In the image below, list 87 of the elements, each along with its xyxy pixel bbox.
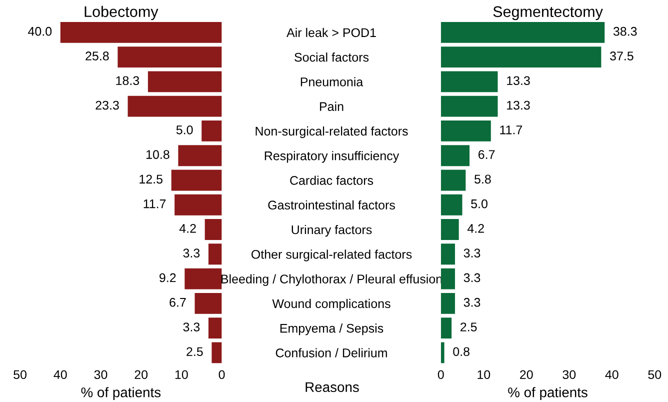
bar bbox=[208, 318, 222, 339]
y-tick-label: Wound complications bbox=[272, 298, 390, 311]
y-tick-label: Respiratory insufficiency bbox=[264, 151, 400, 163]
y-tick-label: Air leak > POD1 bbox=[286, 28, 376, 38]
bar bbox=[440, 292, 455, 314]
y-tick-label: Urinary factors bbox=[292, 224, 372, 237]
x-tick-label: 50 bbox=[648, 370, 662, 380]
data-label: 13.3 bbox=[507, 100, 530, 110]
x-tick-label: 20 bbox=[520, 370, 533, 380]
bar bbox=[204, 219, 222, 240]
y-tick-label: Non-surgical-related factors bbox=[256, 126, 408, 138]
x-tick-label: 0 bbox=[218, 370, 225, 380]
bar bbox=[440, 318, 452, 339]
y-tick-label: Bleeding / Chylothorax / Pleural effusion bbox=[221, 274, 442, 286]
data-label: 0.8 bbox=[453, 347, 470, 356]
y-tick-label: Empyema / Sepsis bbox=[280, 324, 384, 336]
data-label: 11.7 bbox=[500, 126, 522, 134]
bar bbox=[148, 71, 222, 92]
bar bbox=[440, 342, 444, 364]
x-axis-title: % of patients bbox=[508, 387, 588, 400]
data-label: 6.7 bbox=[478, 150, 495, 159]
bar bbox=[178, 145, 222, 166]
x-tick-label: 30 bbox=[94, 370, 108, 380]
bar bbox=[440, 46, 602, 68]
y-tick-label: Pain bbox=[320, 102, 344, 111]
bar bbox=[118, 46, 222, 68]
data-label: 37.5 bbox=[610, 52, 634, 60]
data-label: 11.7 bbox=[144, 200, 166, 208]
x-axis-title: % of patients bbox=[81, 387, 161, 400]
y-tick-label: Pneumonia bbox=[300, 77, 364, 86]
bar bbox=[440, 96, 498, 117]
x-tick-label: 50 bbox=[14, 370, 27, 380]
data-label: 5.0 bbox=[471, 199, 488, 208]
data-label: 25.8 bbox=[86, 52, 109, 60]
bar bbox=[212, 342, 222, 364]
bar bbox=[174, 194, 222, 216]
data-label: 18.3 bbox=[116, 76, 140, 86]
data-label: 40.0 bbox=[28, 26, 52, 36]
data-label: 13.3 bbox=[507, 76, 530, 86]
bar bbox=[128, 96, 222, 117]
data-label: 6.7 bbox=[170, 298, 186, 307]
x-tick-label: 20 bbox=[134, 370, 148, 380]
chart-title: Segmentectomy bbox=[493, 6, 603, 20]
data-label: 23.3 bbox=[96, 100, 119, 110]
bar bbox=[202, 120, 222, 142]
bar bbox=[440, 268, 455, 290]
data-label: 2.5 bbox=[460, 322, 477, 332]
y-tick-label: Social factors bbox=[294, 52, 369, 62]
data-label: 3.3 bbox=[464, 248, 480, 258]
data-label: 3.3 bbox=[183, 322, 200, 332]
bar bbox=[184, 268, 222, 290]
data-label: 3.3 bbox=[183, 248, 200, 258]
bar bbox=[440, 71, 498, 92]
data-label: 10.8 bbox=[146, 150, 170, 159]
bar bbox=[440, 145, 470, 166]
bar bbox=[208, 244, 222, 265]
data-label: 5.8 bbox=[474, 174, 491, 184]
data-label: 12.5 bbox=[140, 174, 162, 184]
data-label: 3.3 bbox=[464, 273, 480, 282]
x-tick-label: 0 bbox=[438, 370, 444, 380]
bar bbox=[440, 170, 466, 191]
y-tick-label: Other surgical-related factors bbox=[252, 250, 412, 262]
data-label: 4.2 bbox=[467, 224, 484, 233]
data-label: 4.2 bbox=[179, 224, 196, 233]
bar bbox=[171, 170, 222, 191]
data-label: 38.3 bbox=[613, 26, 637, 36]
bar bbox=[60, 22, 222, 43]
data-label: 5.0 bbox=[176, 125, 193, 134]
chart-title: Lobectomy bbox=[84, 6, 158, 20]
y-tick-label: Gastrointestinal factors bbox=[268, 200, 395, 210]
x-tick-label: 40 bbox=[54, 370, 67, 380]
bar bbox=[194, 292, 222, 314]
bar bbox=[440, 120, 491, 142]
data-label: 9.2 bbox=[160, 273, 176, 282]
data-label: 3.3 bbox=[464, 298, 480, 307]
text: Reasons bbox=[306, 382, 359, 392]
bar bbox=[440, 244, 455, 265]
bar bbox=[440, 219, 459, 240]
x-tick-label: 10 bbox=[478, 370, 490, 380]
y-tick-label: Confusion / Delirium bbox=[276, 348, 387, 358]
bar bbox=[440, 194, 462, 216]
x-tick-label: 30 bbox=[562, 370, 576, 380]
data-label: 2.5 bbox=[186, 347, 203, 356]
x-tick-label: 40 bbox=[605, 370, 618, 380]
bar bbox=[440, 22, 605, 43]
y-tick-label: Cardiac factors bbox=[290, 176, 374, 185]
x-tick-label: 10 bbox=[175, 370, 188, 380]
